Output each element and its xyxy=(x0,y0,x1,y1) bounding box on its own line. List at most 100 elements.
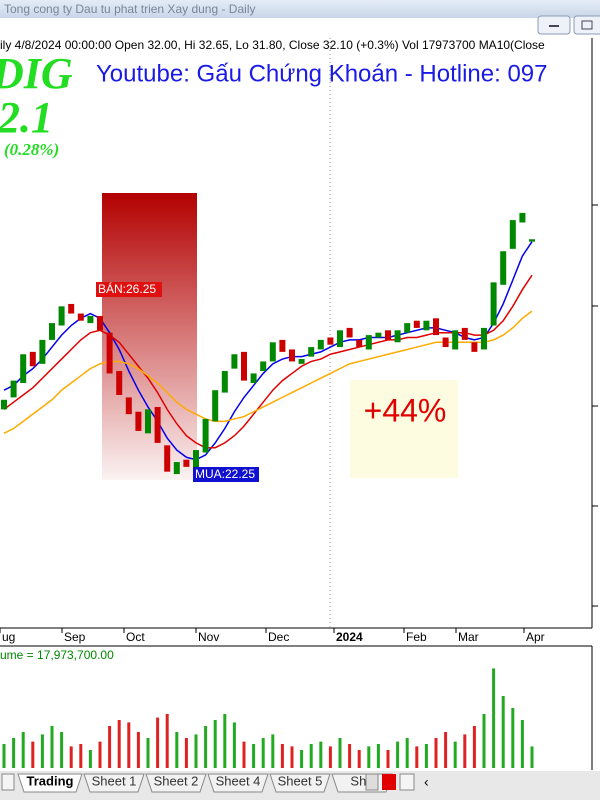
candle xyxy=(202,418,209,453)
candle xyxy=(423,320,430,331)
candle xyxy=(20,354,27,384)
candle xyxy=(221,371,228,393)
maximize-button[interactable] xyxy=(573,15,600,35)
candle xyxy=(337,330,343,348)
candle xyxy=(413,320,420,328)
tab[interactable] xyxy=(145,773,207,793)
candle xyxy=(365,335,372,350)
tab[interactable] xyxy=(269,773,331,793)
volume-bar xyxy=(405,738,409,768)
tab[interactable] xyxy=(83,773,145,793)
volume-bar xyxy=(530,746,534,768)
x-tick-label: Dec xyxy=(268,630,289,644)
ticker: DIG xyxy=(0,49,73,98)
volume-bar xyxy=(511,708,515,768)
tab[interactable] xyxy=(207,773,269,793)
volume-bar xyxy=(520,720,524,768)
volume-bar xyxy=(146,738,150,768)
candle xyxy=(193,450,199,470)
volume-bar xyxy=(424,744,428,768)
volume-bar xyxy=(482,714,486,768)
volume-bar xyxy=(386,750,390,768)
volume-bar xyxy=(415,746,419,768)
candle xyxy=(1,399,7,410)
volume-bar xyxy=(357,750,361,768)
x-tick-label: Apr xyxy=(526,630,545,644)
candle xyxy=(173,462,180,475)
ma-line xyxy=(3,274,533,449)
scroll-left[interactable]: ‹ xyxy=(424,774,429,790)
volume-bar xyxy=(136,732,140,768)
candle xyxy=(183,459,190,467)
split-button[interactable] xyxy=(399,773,415,791)
x-tick-label: Oct xyxy=(126,630,145,644)
volume-bar xyxy=(117,720,121,768)
gain-label: +44% xyxy=(364,392,447,428)
volume-bar xyxy=(328,746,332,768)
volume-bar xyxy=(204,726,208,768)
volume-caption: ume = 17,973,700.00 xyxy=(0,648,114,662)
window-title: Tong cong ty Dau tu phat trien Xay dung … xyxy=(4,2,255,16)
volume-bar xyxy=(40,734,44,768)
volume-bar xyxy=(444,732,448,768)
volume-bar xyxy=(242,741,246,768)
candle xyxy=(154,406,161,443)
candle xyxy=(356,339,363,348)
price-plot xyxy=(1,212,535,475)
tab-label: Sheet 5 xyxy=(278,773,323,788)
candle xyxy=(433,318,439,336)
x-axis-labels: ug Sep Oct Nov Dec 2024 Feb Mar Apr xyxy=(0,628,545,644)
candle xyxy=(317,339,324,350)
volume-bar xyxy=(98,741,102,768)
candle xyxy=(298,359,305,364)
volume-bar xyxy=(184,738,188,768)
candle xyxy=(39,339,46,364)
candle xyxy=(490,282,497,326)
volume-bar xyxy=(252,744,256,768)
x-tick-label: Feb xyxy=(406,630,427,644)
volume-bar xyxy=(194,734,198,768)
info-line: ily 4/8/2024 00:00:00 Open 32.00, Hi 32.… xyxy=(0,38,545,52)
x-tick-label: Sep xyxy=(64,630,86,644)
tab-label: Sheet 1 xyxy=(92,773,137,788)
volume-bar xyxy=(280,744,284,768)
candle xyxy=(68,303,75,314)
candle xyxy=(269,342,276,362)
title-bar xyxy=(0,0,600,18)
volume-bar xyxy=(108,726,112,768)
volume-bar xyxy=(79,744,83,768)
last-price: 2.1 xyxy=(0,93,53,142)
candle xyxy=(49,323,55,340)
candle xyxy=(385,330,391,340)
volume-bar xyxy=(472,726,476,768)
volume-bar xyxy=(69,746,73,768)
candle xyxy=(106,332,113,374)
candle xyxy=(212,390,219,422)
red-button[interactable] xyxy=(382,774,396,790)
buy-tag xyxy=(193,467,259,482)
candle xyxy=(529,239,535,242)
promo-text: Youtube: Gấu Chứng Khoán - Hotline: 097 xyxy=(96,60,548,87)
volume-bar xyxy=(175,732,179,768)
candle xyxy=(145,409,151,434)
volume-bar xyxy=(213,720,217,768)
volume-bar xyxy=(88,750,92,768)
volume-bar xyxy=(434,738,438,768)
candle xyxy=(471,342,478,352)
volume-bar xyxy=(60,732,64,768)
candle xyxy=(10,380,17,398)
volume-plot xyxy=(2,668,534,768)
candle xyxy=(58,306,65,326)
volume-bar xyxy=(501,696,505,768)
candle xyxy=(260,361,267,372)
candle xyxy=(241,351,247,381)
candle xyxy=(116,371,123,395)
tab-scroll[interactable] xyxy=(1,773,15,791)
volume-bar xyxy=(12,738,16,768)
tab[interactable] xyxy=(17,773,83,793)
volume-bar xyxy=(492,668,496,768)
candle xyxy=(346,327,353,338)
lock-button[interactable] xyxy=(365,773,379,791)
candle xyxy=(250,373,257,384)
